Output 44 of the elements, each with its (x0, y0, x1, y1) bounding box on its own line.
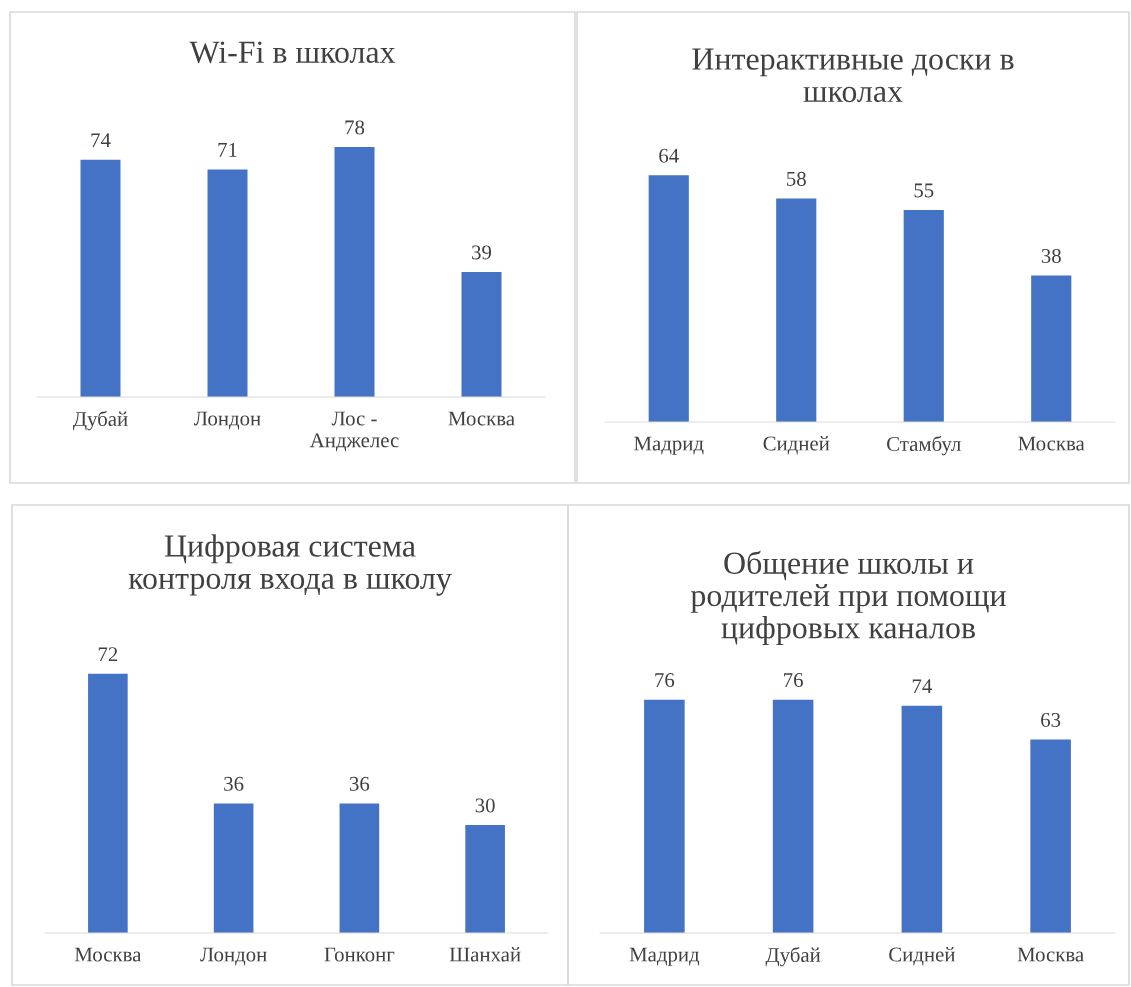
data-label: 36 (349, 776, 370, 791)
x-tick-label: Москва (1018, 436, 1085, 451)
x-tick-label: Москва (1017, 947, 1084, 962)
x-tick-label: Лондон (200, 947, 267, 966)
data-label: 76 (655, 673, 675, 688)
x-tick-label: Гонконг (324, 947, 395, 962)
x-tick-label: Дубай (765, 946, 821, 967)
chart-title: Цифровая система контроля входа в школу (128, 534, 452, 596)
bar (80, 159, 121, 397)
data-label: 63 (1041, 713, 1061, 728)
x-tick-label: Лондон (194, 411, 261, 430)
data-label: 71 (218, 142, 237, 157)
x-tick-label: Сидней (889, 947, 955, 966)
data-label: 64 (659, 148, 679, 163)
data-label: 38 (1041, 248, 1061, 263)
chart-title: Wi-Fi в школах (189, 41, 396, 64)
data-label: 78 (345, 120, 365, 135)
data-label: 74 (912, 679, 932, 694)
x-tick-label: Дубай (72, 410, 128, 431)
data-label: 36 (224, 776, 244, 791)
data-label: 58 (787, 171, 806, 186)
data-label: 55 (914, 183, 934, 198)
bar (776, 198, 817, 422)
bar (461, 272, 502, 397)
data-label: 39 (472, 245, 492, 260)
x-tick-label: Стамбул (887, 435, 961, 456)
data-label: 74 (91, 133, 111, 148)
x-tick-label: Сидней (763, 436, 830, 455)
data-label: 76 (784, 673, 803, 688)
bar (648, 175, 689, 422)
chart-title: Общение школы и родителей при помощи цифровых каналов (690, 550, 1006, 646)
chart-title: Интерактивные доски в школах (692, 48, 1014, 103)
bar (334, 147, 375, 397)
x-tick-label: Шанхай (449, 947, 521, 962)
bar (1031, 275, 1072, 422)
x-tick-label: Мадрид (629, 947, 700, 966)
data-label: 30 (475, 798, 495, 813)
x-tick-label: Москва (448, 411, 515, 426)
x-tick-label: Мадрид (634, 436, 704, 455)
x-tick-label: Москва (74, 947, 142, 962)
bar (207, 169, 248, 397)
bar (903, 210, 944, 422)
data-label: 72 (98, 647, 118, 662)
x-tick-label: Лос - Анджелес (309, 411, 399, 452)
